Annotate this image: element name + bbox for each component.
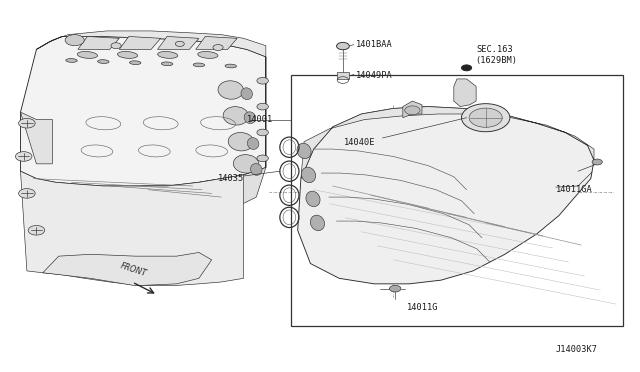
Circle shape	[461, 65, 472, 71]
Polygon shape	[337, 71, 349, 79]
Polygon shape	[301, 107, 594, 179]
Text: 14049PA: 14049PA	[356, 71, 392, 80]
Ellipse shape	[297, 143, 311, 158]
Ellipse shape	[244, 112, 255, 124]
Text: 14035: 14035	[218, 174, 244, 183]
Bar	[291, 75, 623, 326]
Text: J14003K7: J14003K7	[556, 345, 598, 354]
Ellipse shape	[241, 88, 252, 100]
Polygon shape	[454, 79, 476, 107]
Polygon shape	[196, 36, 237, 49]
Circle shape	[404, 106, 420, 115]
Polygon shape	[78, 36, 119, 49]
Circle shape	[469, 108, 502, 127]
Ellipse shape	[66, 59, 77, 62]
Text: FRONT: FRONT	[119, 262, 148, 279]
Circle shape	[337, 42, 349, 50]
Polygon shape	[20, 171, 244, 286]
Circle shape	[257, 155, 268, 161]
Circle shape	[65, 35, 84, 46]
Ellipse shape	[247, 138, 259, 150]
Ellipse shape	[306, 191, 320, 207]
Circle shape	[461, 104, 510, 132]
Circle shape	[111, 43, 121, 49]
Ellipse shape	[157, 51, 178, 58]
Circle shape	[19, 118, 35, 128]
Polygon shape	[36, 31, 266, 57]
Polygon shape	[119, 36, 161, 49]
Ellipse shape	[198, 51, 218, 58]
Circle shape	[390, 285, 401, 292]
Circle shape	[257, 103, 268, 110]
Ellipse shape	[161, 62, 173, 65]
Ellipse shape	[228, 132, 253, 151]
Text: 14001: 14001	[246, 115, 273, 124]
Ellipse shape	[193, 63, 205, 67]
Ellipse shape	[250, 163, 262, 175]
Polygon shape	[157, 36, 199, 49]
Text: 14040E: 14040E	[344, 138, 376, 147]
Text: (1629BM): (1629BM)	[475, 56, 517, 65]
Ellipse shape	[118, 51, 138, 58]
Ellipse shape	[301, 167, 316, 183]
Text: 14011GA: 14011GA	[556, 185, 593, 194]
Circle shape	[257, 129, 268, 136]
Polygon shape	[403, 101, 422, 118]
Ellipse shape	[218, 81, 244, 99]
Circle shape	[15, 152, 32, 161]
Circle shape	[28, 225, 45, 235]
Ellipse shape	[225, 64, 237, 68]
Polygon shape	[43, 253, 212, 286]
Text: 14011G: 14011G	[407, 302, 439, 312]
Text: SEC.163: SEC.163	[476, 45, 513, 54]
Polygon shape	[20, 36, 266, 186]
Circle shape	[175, 41, 184, 46]
Polygon shape	[141, 57, 266, 219]
Ellipse shape	[223, 107, 249, 125]
Ellipse shape	[98, 60, 109, 64]
Ellipse shape	[234, 155, 259, 173]
Text: 1401BAA: 1401BAA	[356, 41, 392, 49]
Circle shape	[213, 45, 223, 51]
Circle shape	[592, 159, 602, 165]
Circle shape	[19, 189, 35, 198]
Ellipse shape	[310, 215, 324, 231]
Ellipse shape	[129, 61, 141, 64]
Ellipse shape	[77, 51, 97, 58]
Polygon shape	[298, 107, 594, 284]
Circle shape	[257, 77, 268, 84]
Polygon shape	[20, 112, 52, 164]
